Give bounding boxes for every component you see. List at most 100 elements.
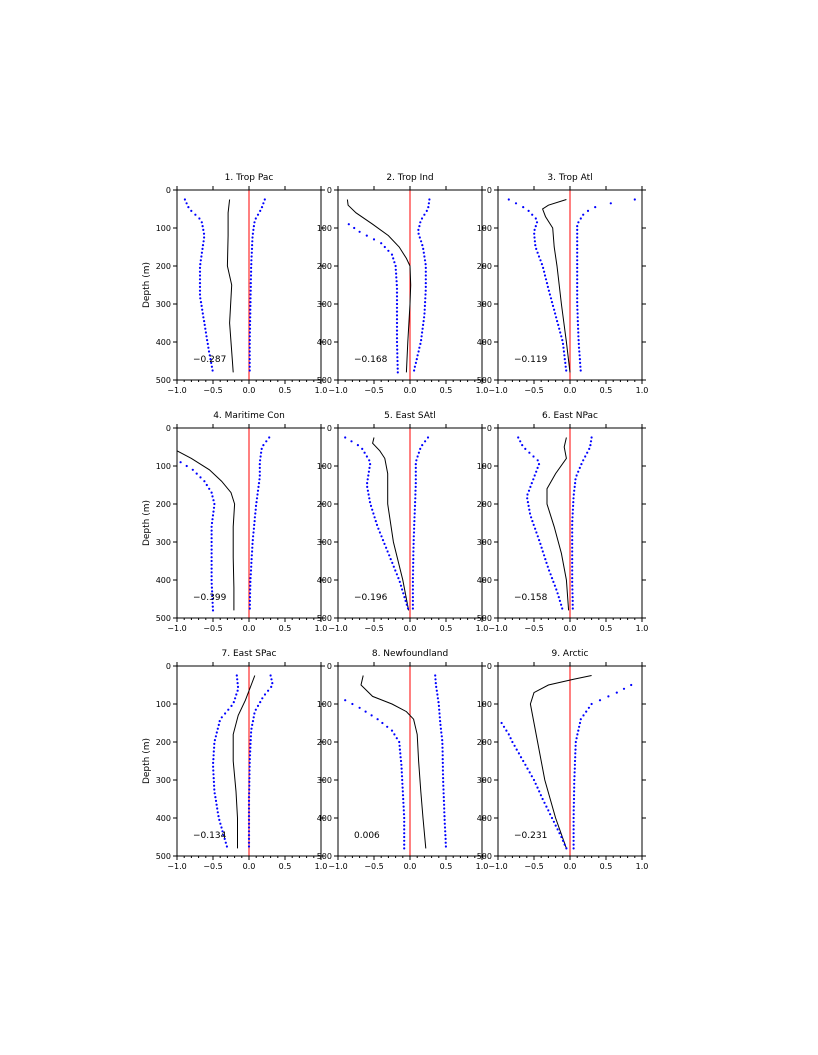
panel-title: 7. East SPac (222, 649, 277, 659)
dot-point (576, 274, 579, 277)
dot-point (255, 497, 259, 500)
x-tick-label: 0.5 (440, 386, 453, 395)
dot-point (571, 546, 574, 549)
dot-point (403, 828, 406, 831)
correlation-annotation: −0.196 (354, 593, 388, 603)
y-tick-label: 200 (477, 738, 492, 747)
bound-dotted-line (500, 721, 568, 850)
dot-point (248, 777, 251, 780)
dot-point (550, 816, 554, 820)
dot-point (212, 750, 215, 753)
dot-point (198, 274, 202, 277)
dot-point (572, 501, 575, 504)
dot-point (395, 321, 399, 325)
dot-point (436, 697, 439, 700)
dot-point (411, 599, 414, 603)
dot-point (209, 358, 212, 361)
dot-point (420, 240, 423, 243)
dot-point (351, 702, 354, 706)
dot-point (411, 580, 414, 584)
dot-point (248, 773, 251, 776)
dot-point (259, 459, 262, 462)
dot-point (398, 740, 401, 744)
dot-point (576, 304, 579, 307)
dot-point (210, 361, 213, 364)
dot-point (576, 255, 579, 258)
dot-point (371, 508, 374, 511)
dot-point (249, 289, 252, 292)
dot-point (562, 346, 565, 349)
dot-point (212, 758, 215, 761)
x-tick-label: −0.5 (364, 624, 383, 633)
dot-point (572, 847, 575, 850)
dot-point (179, 461, 182, 464)
correlation-line (232, 675, 256, 849)
dot-point (198, 266, 202, 269)
dot-point (573, 775, 576, 778)
dot-point (423, 316, 426, 319)
dot-point (401, 588, 404, 591)
dot-point (577, 335, 580, 338)
dot-point (572, 832, 575, 835)
dot-point (536, 466, 539, 469)
dot-point (248, 761, 251, 765)
dot-point (412, 558, 415, 561)
dot-point (401, 778, 404, 782)
dot-point (372, 238, 376, 241)
dot-point (434, 678, 437, 681)
dot-point (509, 737, 512, 740)
x-tick-label: −0.5 (203, 624, 222, 633)
dot-point (267, 689, 270, 692)
dot-point (543, 274, 547, 277)
dot-point (403, 835, 406, 839)
x-tick-label: −1.0 (488, 386, 507, 395)
dot-point (350, 440, 353, 443)
x-tick-label: 1.0 (476, 386, 489, 395)
dot-point (253, 516, 256, 519)
x-tick-label: −1.0 (167, 862, 186, 871)
x-tick-label: −0.5 (364, 386, 383, 395)
dot-point (442, 799, 445, 803)
dot-point (443, 811, 446, 814)
dot-point (415, 358, 418, 361)
dot-point (428, 198, 431, 201)
dot-point (248, 596, 252, 599)
panel-title: 9. Arctic (551, 649, 588, 659)
dot-point (218, 818, 221, 822)
dot-point (440, 735, 443, 738)
y-tick-label: 300 (317, 776, 332, 785)
y-tick-label: 400 (156, 576, 171, 585)
dot-point (412, 554, 415, 557)
dot-point (257, 482, 261, 485)
dot-point (248, 758, 251, 761)
dot-point (573, 763, 577, 766)
dot-point (396, 352, 399, 355)
dot-point (412, 539, 415, 542)
dot-point (251, 232, 254, 235)
dot-point (443, 826, 447, 829)
dot-point (582, 459, 585, 462)
dot-point (247, 811, 251, 814)
dot-point (443, 807, 446, 810)
dot-point (421, 331, 424, 334)
dot-point (444, 845, 447, 848)
dot-point (551, 304, 555, 307)
dot-point (442, 780, 445, 784)
dot-point (576, 297, 579, 300)
dot-point (417, 350, 420, 353)
x-tick-label: −0.5 (524, 862, 543, 871)
dot-point (247, 818, 251, 822)
dot-point (517, 752, 521, 755)
dot-point (265, 440, 268, 443)
dot-point (419, 221, 422, 224)
dot-point (548, 293, 552, 296)
dot-point (442, 792, 445, 795)
dot-point (573, 786, 576, 789)
dot-point (564, 361, 567, 364)
dot-point (534, 244, 537, 247)
dot-point (402, 797, 405, 801)
dot-point (589, 440, 593, 443)
correlation-line (226, 199, 234, 373)
dot-point (561, 339, 564, 342)
dot-point (535, 470, 538, 473)
